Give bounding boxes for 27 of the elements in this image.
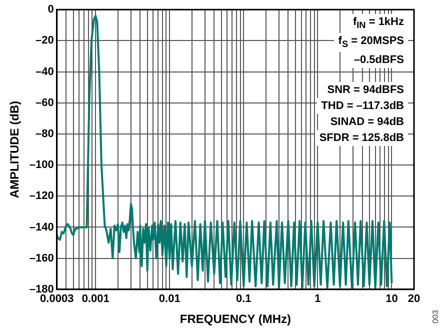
y-tick-label: –80 <box>36 128 54 140</box>
y-tick-label: 0 <box>48 4 54 16</box>
y-tick-label: –20 <box>36 34 54 47</box>
annotation: SFDR = 125.8dB <box>315 130 408 146</box>
x-axis-title: FREQUENCY (MHz) <box>180 312 291 326</box>
annotation: f$_{S}$ = 20MSPS <box>334 33 408 52</box>
y-tick-label: –160 <box>29 252 54 264</box>
x-tick-label: 0.1 <box>236 293 252 306</box>
y-tick-label: –180 <box>29 283 54 296</box>
y-tick-label: –100 <box>29 159 54 172</box>
x-tick-label: 0.001 <box>82 293 110 306</box>
annotation: SNR = 94dBFS <box>323 82 408 98</box>
x-tick-label: 10 <box>386 293 398 306</box>
annotation: SINAD = 94dB <box>326 114 408 130</box>
x-tick-label: 0.0003 <box>40 293 74 306</box>
annotation: f$_{IN}$ = 1kHz <box>348 14 408 34</box>
annotation: THD = –117.3dB <box>317 98 408 114</box>
x-tick-label: 1 <box>314 293 321 306</box>
x-tick-label: 0.01 <box>158 293 180 306</box>
y-tick-label: –120 <box>29 190 54 202</box>
y-tick-label: –140 <box>29 221 54 234</box>
y-axis-title: AMPLITUDE (dB) <box>8 100 22 198</box>
y-tick-label: –60 <box>36 96 54 109</box>
text: 003 <box>431 310 440 323</box>
x-tick-label: 20 <box>408 293 420 306</box>
annotation: –0.5dBFS <box>350 52 408 68</box>
y-tick-label: –40 <box>36 66 54 78</box>
